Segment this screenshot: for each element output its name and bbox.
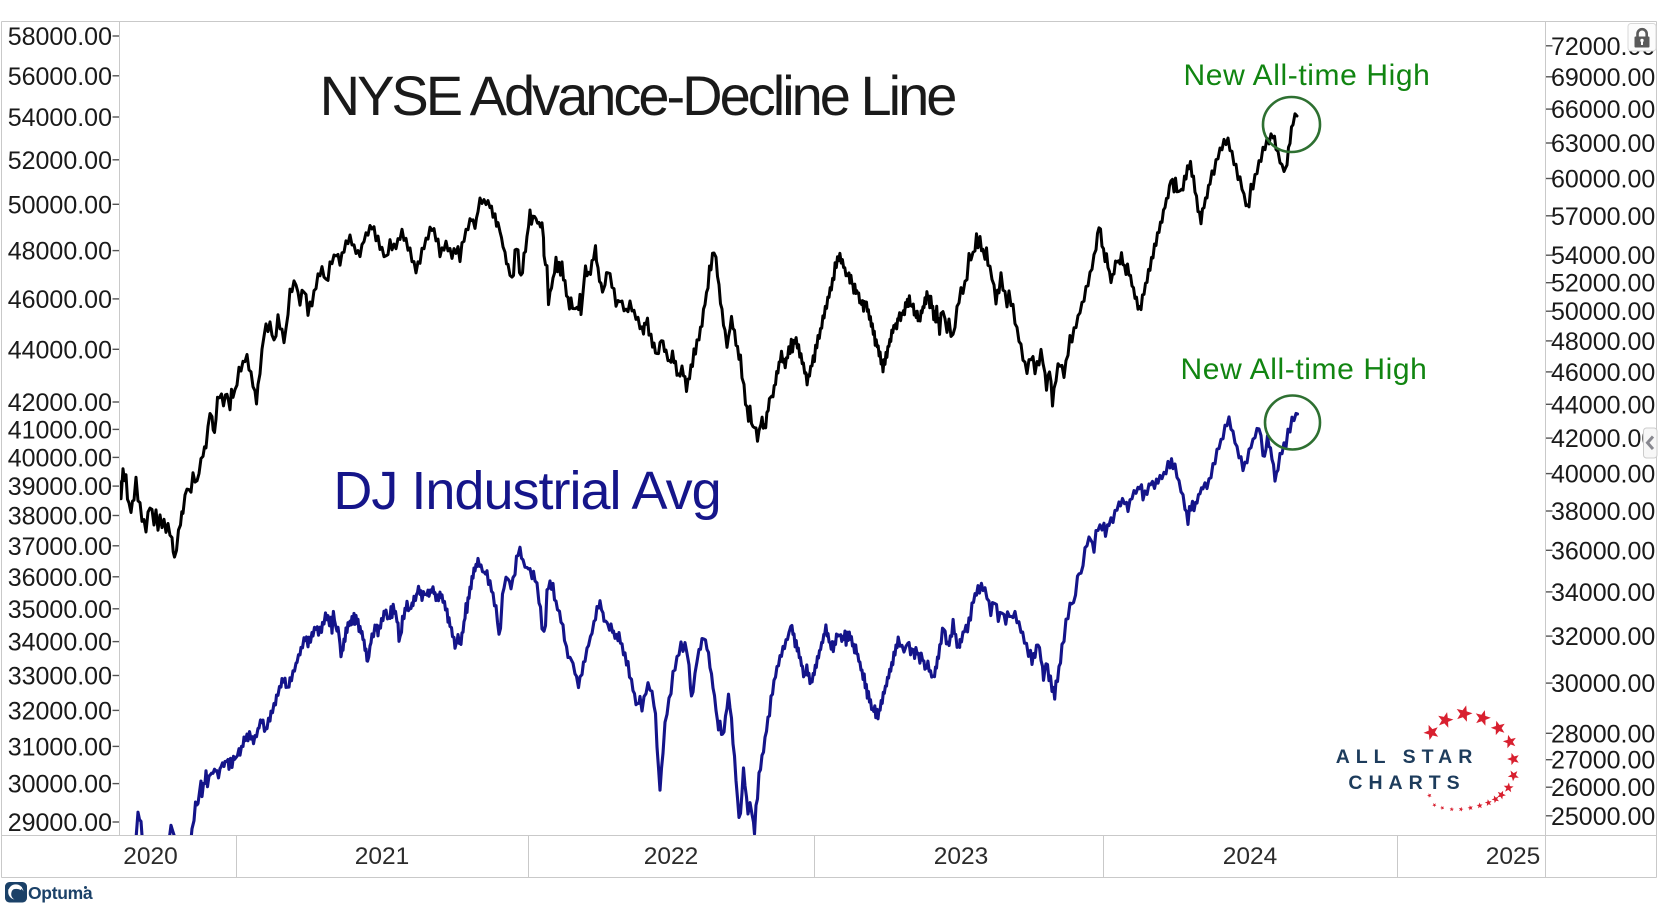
svg-text:44000.00: 44000.00 xyxy=(8,336,112,364)
svg-text:30000.00: 30000.00 xyxy=(8,771,112,799)
svg-text:54000.00: 54000.00 xyxy=(1551,242,1655,270)
svg-text:2025: 2025 xyxy=(1486,843,1541,870)
svg-text:37000.00: 37000.00 xyxy=(8,533,112,561)
svg-text:60000.00: 60000.00 xyxy=(1551,166,1655,194)
svg-text:40000.00: 40000.00 xyxy=(8,444,112,472)
svg-text:50000.00: 50000.00 xyxy=(1551,298,1655,326)
svg-text:2024: 2024 xyxy=(1223,843,1278,870)
svg-text:31000.00: 31000.00 xyxy=(8,733,112,761)
svg-text:34000.00: 34000.00 xyxy=(8,629,112,657)
svg-text:63000.00: 63000.00 xyxy=(1551,130,1655,158)
svg-text:32000.00: 32000.00 xyxy=(8,697,112,725)
svg-text:42000.00: 42000.00 xyxy=(8,389,112,417)
svg-text:35000.00: 35000.00 xyxy=(8,596,112,624)
svg-text:38000.00: 38000.00 xyxy=(1551,498,1655,526)
svg-text:2023: 2023 xyxy=(934,843,989,870)
svg-text:25000.00: 25000.00 xyxy=(1551,803,1655,831)
svg-text:2022: 2022 xyxy=(644,843,699,870)
svg-text:CHARTS: CHARTS xyxy=(1348,772,1465,794)
svg-text:56000.00: 56000.00 xyxy=(8,63,112,91)
svg-text:30000.00: 30000.00 xyxy=(1551,670,1655,698)
svg-text:32000.00: 32000.00 xyxy=(1551,623,1655,651)
svg-text:36000.00: 36000.00 xyxy=(1551,537,1655,565)
svg-text:NYSE Advance-Decline Line: NYSE Advance-Decline Line xyxy=(320,64,956,127)
svg-text:28000.00: 28000.00 xyxy=(1551,720,1655,748)
svg-text:Optuma: Optuma xyxy=(28,883,93,903)
svg-text:29000.00: 29000.00 xyxy=(8,809,112,837)
svg-text:58000.00: 58000.00 xyxy=(8,23,112,51)
svg-text:41000.00: 41000.00 xyxy=(8,416,112,444)
svg-text:ALL STAR: ALL STAR xyxy=(1336,746,1479,768)
svg-text:52000.00: 52000.00 xyxy=(8,147,112,175)
svg-text:DJ Industrial Avg: DJ Industrial Avg xyxy=(333,461,720,521)
svg-text:39000.00: 39000.00 xyxy=(8,473,112,501)
svg-text:40000.00: 40000.00 xyxy=(1551,461,1655,489)
svg-text:69000.00: 69000.00 xyxy=(1551,64,1655,92)
svg-text:48000.00: 48000.00 xyxy=(1551,328,1655,356)
svg-text:57000.00: 57000.00 xyxy=(1551,203,1655,231)
svg-text:48000.00: 48000.00 xyxy=(8,238,112,266)
svg-text:34000.00: 34000.00 xyxy=(1551,579,1655,607)
svg-text:26000.00: 26000.00 xyxy=(1551,774,1655,802)
svg-text:2020: 2020 xyxy=(123,843,178,870)
svg-text:New All-time High: New All-time High xyxy=(1181,353,1428,386)
svg-text:2021: 2021 xyxy=(355,843,410,870)
svg-text:44000.00: 44000.00 xyxy=(1551,391,1655,419)
svg-text:27000.00: 27000.00 xyxy=(1551,747,1655,775)
svg-text:50000.00: 50000.00 xyxy=(8,191,112,219)
svg-text:52000.00: 52000.00 xyxy=(1551,270,1655,298)
svg-text:38000.00: 38000.00 xyxy=(8,503,112,531)
svg-text:42000.00: 42000.00 xyxy=(1551,425,1655,453)
svg-text:66000.00: 66000.00 xyxy=(1551,96,1655,124)
svg-text:36000.00: 36000.00 xyxy=(8,564,112,592)
svg-text:New All-time High: New All-time High xyxy=(1184,59,1431,92)
svg-text:46000.00: 46000.00 xyxy=(1551,359,1655,387)
svg-text:46000.00: 46000.00 xyxy=(8,286,112,314)
svg-text:33000.00: 33000.00 xyxy=(8,663,112,691)
svg-text:54000.00: 54000.00 xyxy=(8,104,112,132)
